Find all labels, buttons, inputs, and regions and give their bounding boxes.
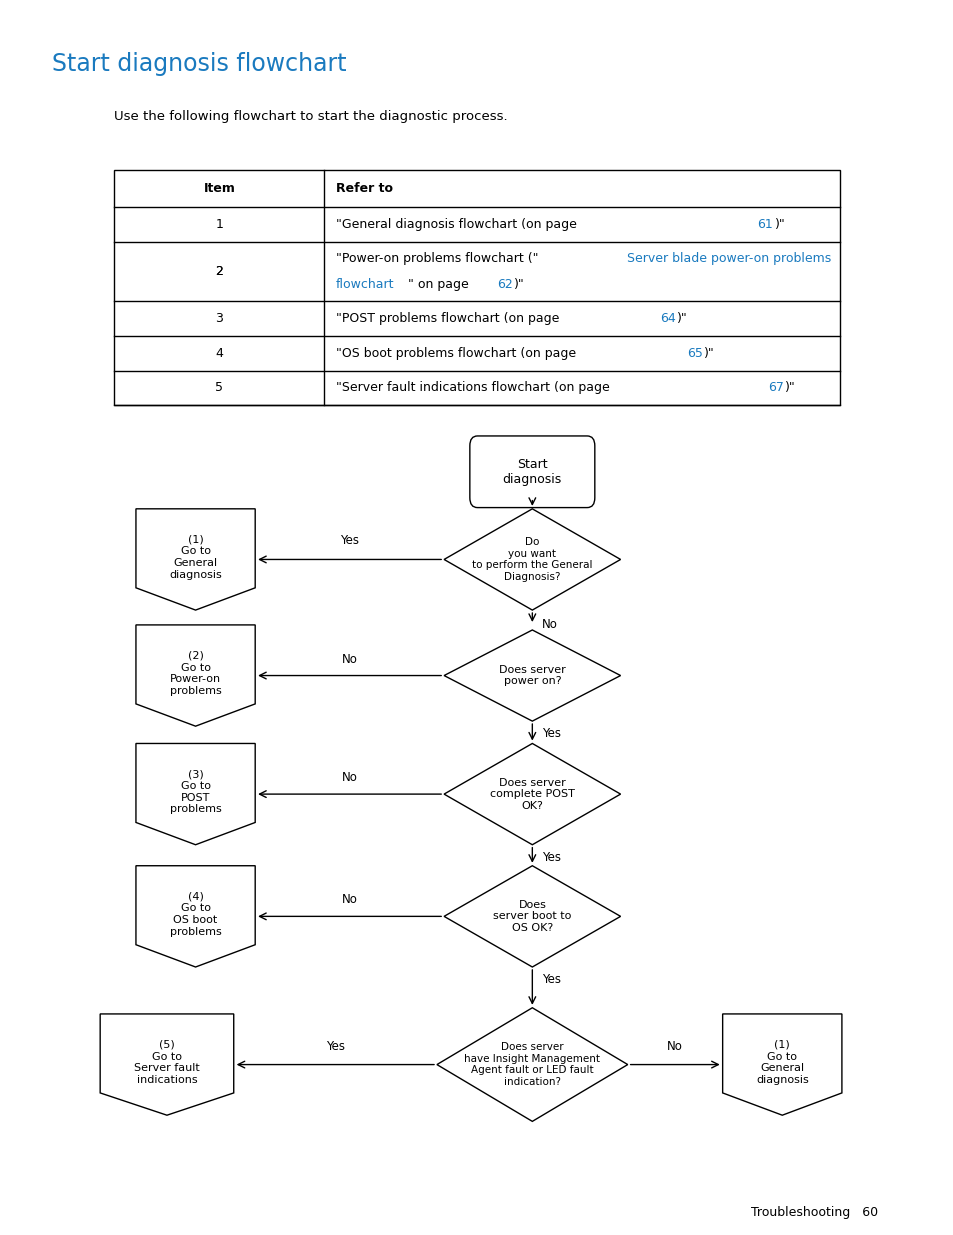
Text: No: No bbox=[666, 1040, 682, 1053]
Text: " on page: " on page bbox=[408, 278, 473, 291]
Text: 2: 2 bbox=[215, 266, 223, 278]
Text: No: No bbox=[341, 652, 357, 666]
Text: )": )" bbox=[784, 382, 795, 394]
Text: "Server fault indications flowchart (on page: "Server fault indications flowchart (on … bbox=[335, 382, 613, 394]
Polygon shape bbox=[444, 509, 620, 610]
Text: Item: Item bbox=[203, 183, 235, 195]
Text: )": )" bbox=[677, 312, 687, 325]
Text: Do
you want
to perform the General
Diagnosis?: Do you want to perform the General Diagn… bbox=[472, 537, 592, 582]
Text: )": )" bbox=[703, 347, 714, 359]
Text: 4: 4 bbox=[215, 347, 223, 359]
Polygon shape bbox=[444, 630, 620, 721]
Polygon shape bbox=[444, 743, 620, 845]
Text: "Power-on problems flowchart (": "Power-on problems flowchart (" bbox=[335, 252, 537, 266]
Text: Does server
have Insight Management
Agent fault or LED fault
indication?: Does server have Insight Management Agen… bbox=[464, 1042, 599, 1087]
Text: Yes: Yes bbox=[340, 534, 358, 547]
Polygon shape bbox=[721, 1014, 841, 1115]
Text: Server blade power-on problems: Server blade power-on problems bbox=[626, 252, 830, 266]
Polygon shape bbox=[444, 866, 620, 967]
Text: Start
diagnosis: Start diagnosis bbox=[502, 458, 561, 485]
Text: Use the following flowchart to start the diagnostic process.: Use the following flowchart to start the… bbox=[114, 110, 508, 122]
Polygon shape bbox=[100, 1014, 233, 1115]
Text: )": )" bbox=[514, 278, 524, 291]
Text: 2: 2 bbox=[215, 266, 223, 278]
Text: flowchart: flowchart bbox=[335, 278, 394, 291]
Text: Start diagnosis flowchart: Start diagnosis flowchart bbox=[52, 52, 347, 77]
Text: Does
server boot to
OS OK?: Does server boot to OS OK? bbox=[493, 900, 571, 932]
Text: 61: 61 bbox=[757, 219, 773, 231]
Text: (4)
Go to
OS boot
problems: (4) Go to OS boot problems bbox=[170, 892, 221, 936]
Text: Yes: Yes bbox=[541, 851, 560, 864]
Bar bbox=[114, 170, 839, 405]
Text: 65: 65 bbox=[686, 347, 702, 359]
Text: (5)
Go to
Server fault
indications: (5) Go to Server fault indications bbox=[134, 1040, 199, 1084]
Text: )": )" bbox=[774, 219, 784, 231]
Polygon shape bbox=[135, 866, 254, 967]
Text: No: No bbox=[541, 618, 558, 631]
Text: Troubleshooting   60: Troubleshooting 60 bbox=[750, 1207, 877, 1219]
Text: (2)
Go to
Power-on
problems: (2) Go to Power-on problems bbox=[170, 651, 221, 695]
Text: Does server
complete POST
OK?: Does server complete POST OK? bbox=[490, 778, 574, 810]
Text: "POST problems flowchart (on page: "POST problems flowchart (on page bbox=[335, 312, 562, 325]
Polygon shape bbox=[436, 1008, 627, 1121]
Text: Yes: Yes bbox=[326, 1040, 344, 1053]
Polygon shape bbox=[135, 509, 254, 610]
Text: (1)
Go to
General
diagnosis: (1) Go to General diagnosis bbox=[169, 535, 222, 579]
Text: 62: 62 bbox=[497, 278, 513, 291]
Text: No: No bbox=[341, 893, 357, 906]
FancyBboxPatch shape bbox=[469, 436, 595, 508]
Text: "OS boot problems flowchart (on page: "OS boot problems flowchart (on page bbox=[335, 347, 579, 359]
Text: "General diagnosis flowchart (on page: "General diagnosis flowchart (on page bbox=[335, 219, 580, 231]
Text: Refer to: Refer to bbox=[335, 183, 393, 195]
Text: 3: 3 bbox=[215, 312, 223, 325]
Text: (3)
Go to
POST
problems: (3) Go to POST problems bbox=[170, 769, 221, 814]
Text: (1)
Go to
General
diagnosis: (1) Go to General diagnosis bbox=[755, 1040, 808, 1084]
Polygon shape bbox=[135, 743, 254, 845]
Text: 67: 67 bbox=[767, 382, 783, 394]
Text: 64: 64 bbox=[659, 312, 676, 325]
Polygon shape bbox=[135, 625, 254, 726]
Text: 5: 5 bbox=[215, 382, 223, 394]
Text: Yes: Yes bbox=[541, 727, 560, 740]
Text: 1: 1 bbox=[215, 219, 223, 231]
Text: Yes: Yes bbox=[541, 973, 560, 987]
Text: No: No bbox=[341, 771, 357, 784]
Text: Does server
power on?: Does server power on? bbox=[498, 664, 565, 687]
